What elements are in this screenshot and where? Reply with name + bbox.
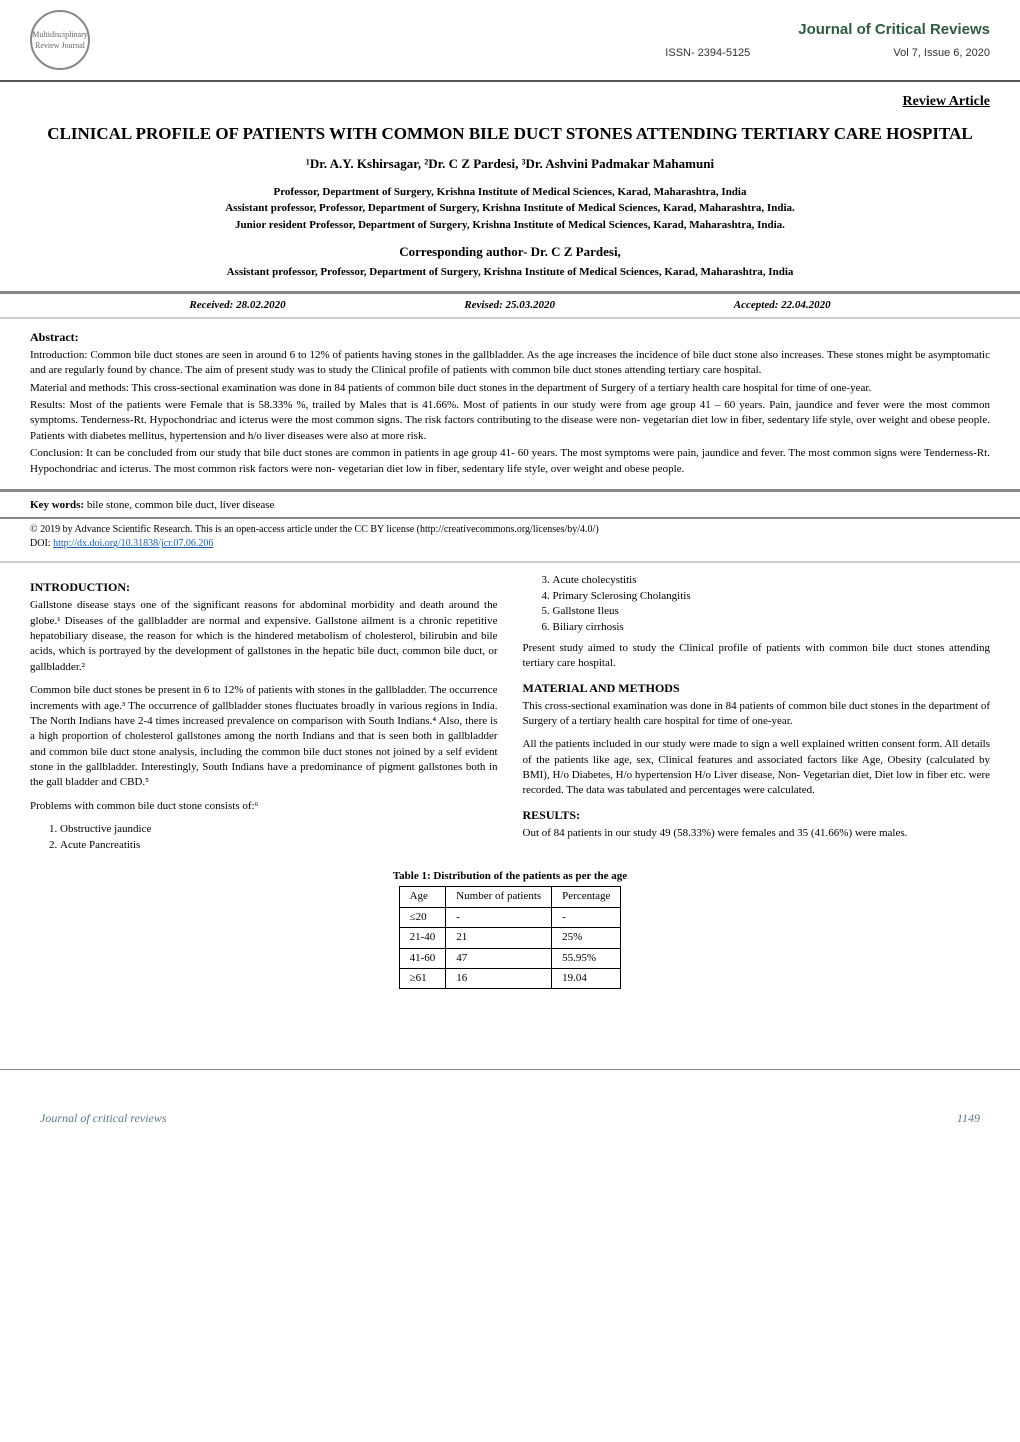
table-cell: 16 <box>446 968 552 988</box>
header-bar: Multidisciplinary Review Journal Journal… <box>0 0 1020 82</box>
revised-date: Revised: 25.03.2020 <box>464 298 555 313</box>
table-cell: 47 <box>446 948 552 968</box>
intro-heading: INTRODUCTION: <box>30 579 498 596</box>
affiliations: Professor, Department of Surgery, Krishn… <box>0 184 1020 244</box>
intro-p1: Gallstone disease stays one of the signi… <box>30 598 498 675</box>
authors: ¹Dr. A.Y. Kshirsagar, ²Dr. C Z Pardesi, … <box>0 155 1020 183</box>
corresponding-affil: Assistant professor, Professor, Departme… <box>0 265 1020 290</box>
table-header-cell: Percentage <box>552 887 621 907</box>
results-heading: RESULTS: <box>523 807 991 824</box>
footer-journal: Journal of critical reviews <box>40 1110 167 1127</box>
left-column: INTRODUCTION: Gallstone disease stays on… <box>30 573 498 859</box>
table-cell: 21 <box>446 928 552 948</box>
copyright: © 2019 by Advance Scientific Research. T… <box>0 519 1020 563</box>
keywords-label: Key words: <box>30 499 84 511</box>
table-row: ≤20 - - <box>399 907 621 927</box>
methods-p1: This cross-sectional examination was don… <box>523 699 991 730</box>
table-header-cell: Age <box>399 887 446 907</box>
doi-label: DOI: <box>30 538 53 549</box>
doi-link[interactable]: http://dx.doi.org/10.31838/jcr.07.06.206 <box>53 538 213 549</box>
abstract-intro: Introduction: Common bile duct stones ar… <box>30 348 990 379</box>
table-cell: ≥61 <box>399 968 446 988</box>
affiliation-line: Junior resident Professor, Department of… <box>50 217 970 234</box>
methods-heading: MATERIAL AND METHODS <box>523 680 991 697</box>
study-aim: Present study aimed to study the Clinica… <box>523 641 991 672</box>
article-type: Review Article <box>0 82 1020 117</box>
vol-issue: Vol 7, Issue 6, 2020 <box>893 46 990 61</box>
table-row: 41-60 47 55.95% <box>399 948 621 968</box>
problem-item: Acute Pancreatitis <box>60 838 498 853</box>
abstract-results: Results: Most of the patients were Femal… <box>30 398 990 444</box>
header-text: Journal of Critical Reviews ISSN- 2394-5… <box>110 19 990 61</box>
abstract-heading: Abstract: <box>30 329 990 346</box>
table-cell: 19.04 <box>552 968 621 988</box>
table-row: ≥61 16 19.04 <box>399 968 621 988</box>
page-footer: Journal of critical reviews 1149 <box>0 1069 1020 1147</box>
right-column: Acute cholecystitis Primary Sclerosing C… <box>523 573 991 859</box>
affiliation-line: Assistant professor, Professor, Departme… <box>50 200 970 217</box>
issn: ISSN- 2394-5125 <box>665 46 750 61</box>
table-cell: 55.95% <box>552 948 621 968</box>
received-date: Received: 28.02.2020 <box>189 298 285 313</box>
abstract-methods: Material and methods: This cross-section… <box>30 381 990 396</box>
problems-list-right: Acute cholecystitis Primary Sclerosing C… <box>553 573 991 635</box>
corresponding-heading: Corresponding author- Dr. C Z Pardesi, <box>0 243 1020 265</box>
problem-item: Acute cholecystitis <box>553 573 991 588</box>
journal-name: Journal of Critical Reviews <box>110 19 990 40</box>
abstract-conclusion: Conclusion: It can be concluded from our… <box>30 446 990 477</box>
two-column-body: INTRODUCTION: Gallstone disease stays on… <box>0 563 1020 869</box>
table-cell: 25% <box>552 928 621 948</box>
problems-intro: Problems with common bile duct stone con… <box>30 799 498 814</box>
footer-page: 1149 <box>957 1110 980 1127</box>
intro-p2: Common bile duct stones be present in 6 … <box>30 683 498 791</box>
copyright-text: © 2019 by Advance Scientific Research. T… <box>30 524 599 535</box>
table-cell: ≤20 <box>399 907 446 927</box>
table-header-cell: Number of patients <box>446 887 552 907</box>
journal-logo: Multidisciplinary Review Journal <box>30 10 90 70</box>
keywords: Key words: bile stone, common bile duct,… <box>0 492 1020 519</box>
table-cell: 21-40 <box>399 928 446 948</box>
problem-item: Gallstone Ileus <box>553 604 991 619</box>
table1-caption: Table 1: Distribution of the patients as… <box>393 869 627 884</box>
affiliation-line: Professor, Department of Surgery, Krishn… <box>50 184 970 201</box>
problems-list-left: Obstructive jaundice Acute Pancreatitis <box>60 822 498 853</box>
table-cell: - <box>446 907 552 927</box>
table1-wrap: Table 1: Distribution of the patients as… <box>0 869 1020 1009</box>
table-row: 21-40 21 25% <box>399 928 621 948</box>
dates-row: Received: 28.02.2020 Revised: 25.03.2020… <box>0 291 1020 319</box>
methods-p2: All the patients included in our study w… <box>523 737 991 799</box>
problem-item: Biliary cirrhosis <box>553 620 991 635</box>
results-p1: Out of 84 patients in our study 49 (58.3… <box>523 826 991 841</box>
accepted-date: Accepted: 22.04.2020 <box>734 298 831 313</box>
table-header-row: Age Number of patients Percentage <box>399 887 621 907</box>
problem-item: Primary Sclerosing Cholangitis <box>553 589 991 604</box>
abstract-block: Abstract: Introduction: Common bile duct… <box>0 319 1020 492</box>
table-cell: 41-60 <box>399 948 446 968</box>
problem-item: Obstructive jaundice <box>60 822 498 837</box>
article-title: CLINICAL PROFILE OF PATIENTS WITH COMMON… <box>0 117 1020 156</box>
issn-vol: ISSN- 2394-5125 Vol 7, Issue 6, 2020 <box>110 46 990 61</box>
keywords-text: bile stone, common bile duct, liver dise… <box>84 499 274 511</box>
table-cell: - <box>552 907 621 927</box>
table1: Age Number of patients Percentage ≤20 - … <box>399 886 622 989</box>
